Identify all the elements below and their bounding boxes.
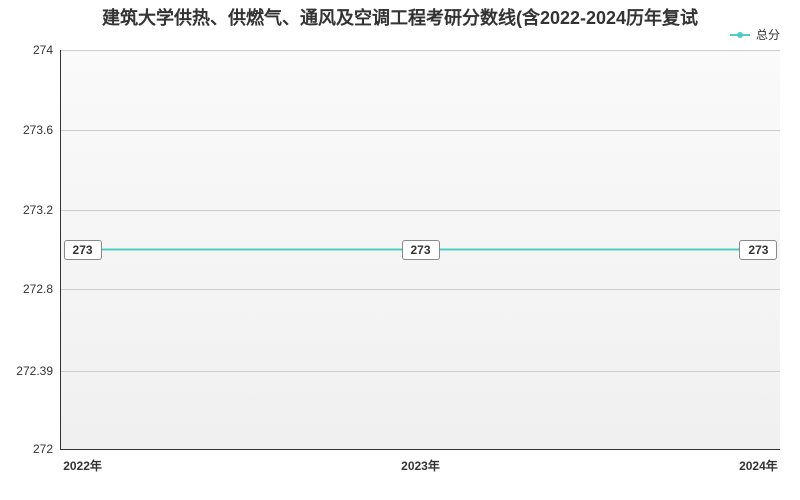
- legend: 总分: [730, 26, 780, 43]
- data-label: 273: [64, 240, 102, 260]
- y-tick-label: 272: [33, 442, 53, 456]
- legend-label: 总分: [756, 26, 780, 43]
- y-tick-label: 274: [33, 43, 53, 57]
- data-label: 273: [739, 240, 777, 260]
- chart-title: 建筑大学供热、供燃气、通风及空调工程考研分数线(含2022-2024历年复试: [0, 4, 800, 30]
- x-tick-label: 2024年: [739, 457, 778, 474]
- y-tick-label: 273.6: [23, 123, 53, 137]
- y-tick-label: 273.2: [23, 203, 53, 217]
- y-tick-label: 272.39: [16, 364, 53, 378]
- x-tick-label: 2023年: [401, 457, 440, 474]
- data-label: 273: [401, 240, 439, 260]
- x-tick-label: 2022年: [63, 457, 102, 474]
- plot-area: 274 273.6 273.2 272.8 272.39 272 2022年 2…: [60, 50, 780, 450]
- y-tick-label: 272.8: [23, 282, 53, 296]
- legend-marker-icon: [730, 34, 750, 36]
